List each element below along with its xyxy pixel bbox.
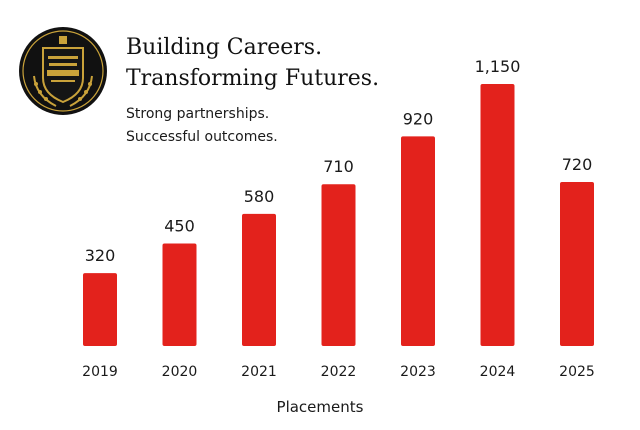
value-label-2023: 920 <box>403 109 434 128</box>
tagline-line-2: Successful outcomes. <box>126 129 278 145</box>
bar-2021 <box>242 213 276 346</box>
tagline-line-1: Strong partnerships. <box>126 106 270 122</box>
x-axis-label: Placements <box>276 398 364 416</box>
x-tick-label-2021: 2021 <box>241 364 277 380</box>
x-tick-label-2024: 2024 <box>480 364 516 380</box>
value-label-2022: 710 <box>323 157 354 176</box>
x-tick-label-2023: 2023 <box>400 364 436 380</box>
value-label-2024: 1,150 <box>475 57 521 76</box>
bar-2025 <box>560 181 594 346</box>
bar-2023 <box>401 136 435 346</box>
bar-2024 <box>480 84 515 346</box>
x-tick-label-2019: 2019 <box>82 364 118 380</box>
value-label-2020: 450 <box>164 216 195 235</box>
value-label-2019: 320 <box>85 246 116 265</box>
institution-crest-logo <box>19 27 107 115</box>
headline-line-2: Transforming Futures. <box>126 66 380 91</box>
value-label-2021: 580 <box>244 187 275 206</box>
bar-2022 <box>321 184 356 346</box>
tagline: Strong partnerships. Successful outcomes… <box>126 103 278 149</box>
x-tick-label-2022: 2022 <box>321 364 357 380</box>
headline: Building Careers. Transforming Futures. <box>126 32 379 94</box>
x-tick-label-2020: 2020 <box>162 364 198 380</box>
value-label-2025: 720 <box>562 155 593 174</box>
bar-2020 <box>162 243 197 346</box>
x-tick-label-2025: 2025 <box>559 364 595 380</box>
headline-line-1: Building Careers. <box>126 35 323 60</box>
bar-2019 <box>83 273 117 346</box>
